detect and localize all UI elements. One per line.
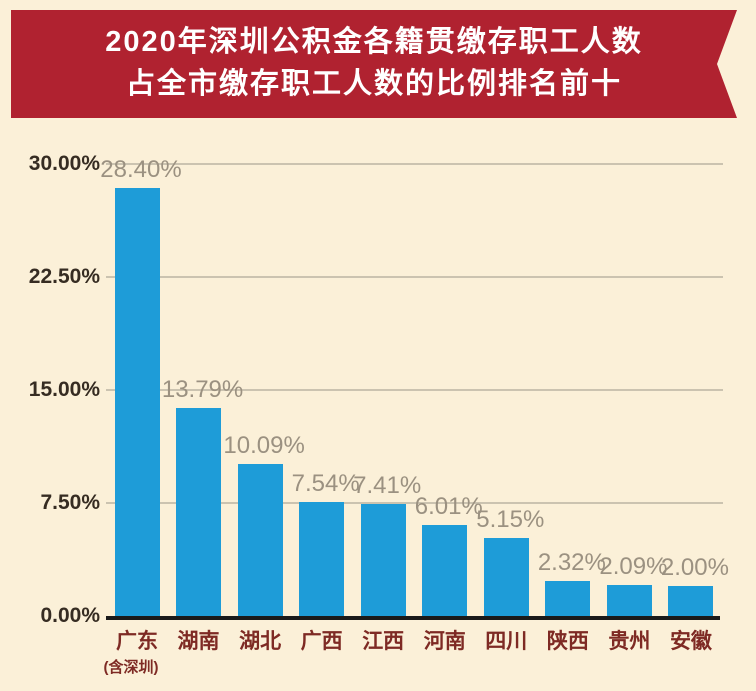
x-axis-line (106, 616, 720, 620)
bar-value-label: 13.79% (161, 376, 244, 403)
bar-value-label: 7.41% (353, 472, 422, 499)
bar-value-label: 7.54% (291, 470, 360, 497)
bar-value-label: 2.32% (537, 549, 606, 576)
title-banner: 2020年深圳公积金各籍贯缴存职工人数 占全市缴存职工人数的比例排名前十 (11, 10, 737, 118)
bar-江西 (360, 504, 406, 616)
bar-value-label: 2.00% (660, 554, 729, 581)
bar-value-label: 10.09% (223, 432, 305, 459)
bar-广西 (299, 502, 345, 616)
bar-贵州 (606, 585, 652, 616)
y-tick-label: 22.50% (28, 264, 100, 288)
bar-安徽 (668, 586, 714, 616)
category-label: 安徽 (669, 630, 712, 653)
gridline (106, 501, 723, 504)
bar-value-label: 5.15% (476, 506, 545, 533)
y-tick-label: 30.00% (28, 151, 100, 175)
category-label: 四川 (485, 630, 528, 653)
y-tick-label: 7.50% (40, 490, 100, 514)
bar-河南 (422, 525, 468, 616)
category-label: 陕西 (546, 630, 589, 653)
category-label: 湖南 (177, 630, 220, 653)
category-label: 贵州 (608, 630, 651, 653)
category-label: 广西 (300, 630, 343, 653)
category-note: (含深圳) (103, 659, 159, 676)
bar-广东 (114, 188, 160, 616)
gridline (106, 388, 723, 391)
title-line-2: 占全市缴存职工人数的比例排名前十 (125, 68, 622, 100)
gridline (106, 162, 723, 165)
bar-value-label: 6.01% (414, 493, 483, 520)
bar-陕西 (545, 581, 591, 616)
category-label: 江西 (362, 630, 405, 653)
category-label: 广东 (116, 630, 158, 653)
category-label: 湖北 (239, 630, 282, 653)
bar-湖南 (176, 408, 222, 616)
gridline (106, 275, 723, 278)
bar-四川 (483, 538, 529, 616)
bar-value-label: 2.09% (599, 553, 668, 580)
category-label: 河南 (423, 630, 466, 653)
bar-湖北 (237, 464, 283, 616)
title-line-1: 2020年深圳公积金各籍贯缴存职工人数 (105, 26, 643, 58)
bar-value-label: 28.40% (100, 156, 182, 183)
y-tick-label: 0.00% (40, 604, 100, 627)
y-tick-label: 15.00% (28, 377, 100, 401)
